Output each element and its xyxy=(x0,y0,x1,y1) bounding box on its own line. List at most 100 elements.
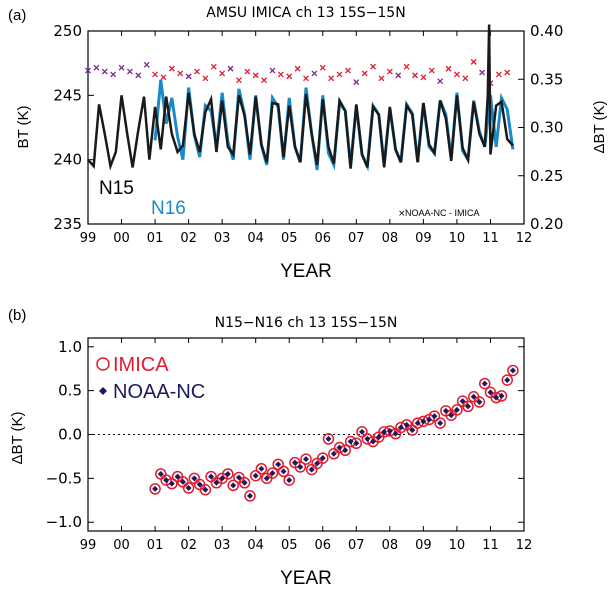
diff-point xyxy=(470,58,477,65)
chart-b-y-tick-label: 0.0 xyxy=(58,426,82,444)
chart-a-y2-tick-label: 0.20 xyxy=(530,215,563,233)
diff-point xyxy=(294,65,301,72)
noaa-point xyxy=(241,479,248,486)
noaa-point xyxy=(297,463,304,470)
noaa-point xyxy=(336,444,343,451)
legend-noaa-label: NOAA-NC xyxy=(113,381,205,403)
noaa-point xyxy=(392,430,399,437)
chart-a-y2-tick-label: 0.40 xyxy=(530,22,563,40)
chart-b-x-tick-label: 11 xyxy=(482,538,499,553)
chart-a-x-tick-label: 04 xyxy=(247,231,264,246)
chart-a-x-tick-label: 06 xyxy=(314,231,331,246)
diff-point xyxy=(277,71,284,78)
imica-point xyxy=(328,448,340,460)
chart-b-x-tick-label: 00 xyxy=(113,538,130,553)
noaa-point xyxy=(152,485,159,492)
diff-point xyxy=(177,70,184,77)
chart-a-x-tick-label: 08 xyxy=(382,231,399,246)
imica-point xyxy=(294,461,307,473)
noaa-point xyxy=(252,472,259,479)
noaa-point xyxy=(168,480,175,487)
imica-point xyxy=(507,364,519,377)
chart-b-x-tick-label: 03 xyxy=(214,538,231,553)
noaa-point xyxy=(403,421,410,428)
panel-a-label: (a) xyxy=(8,7,26,24)
chart-b-x-tick-label: 05 xyxy=(281,538,298,553)
n15-label: N15 xyxy=(99,178,134,199)
noaa-point xyxy=(325,435,332,442)
panel-b-label: (b) xyxy=(8,307,26,324)
noaa-point xyxy=(246,492,253,499)
noaa-point xyxy=(504,377,511,384)
imica-point xyxy=(244,490,256,502)
imica-point xyxy=(249,469,262,482)
diff-point xyxy=(135,72,142,79)
imica-point xyxy=(177,476,189,488)
chart-a-y-tick-label: 250 xyxy=(53,22,82,40)
diff-point xyxy=(219,70,226,77)
noaa-point xyxy=(196,481,203,488)
imica-point xyxy=(277,465,290,478)
diff-point xyxy=(152,71,159,78)
chart-b-xlabel: YEAR xyxy=(280,568,332,589)
noaa-point xyxy=(308,466,315,473)
chart-a-y-tick-label: 245 xyxy=(53,86,82,104)
imica-point xyxy=(451,404,463,416)
imica-point xyxy=(266,467,279,479)
noaa-point xyxy=(319,455,326,462)
noaa-point xyxy=(219,475,226,482)
diff-point xyxy=(495,71,502,78)
chart-a-x-tick-label: 01 xyxy=(147,231,164,246)
noaa-point xyxy=(347,438,354,445)
noaa-point xyxy=(487,389,494,396)
noaa-point xyxy=(493,394,500,401)
chart-a-xlabel: YEAR xyxy=(280,261,332,282)
legend-noaa-marker xyxy=(99,387,107,395)
diff-point xyxy=(445,65,452,72)
noaa-point xyxy=(208,473,215,480)
chart-b-x-tick-label: 07 xyxy=(348,538,365,553)
n16-label: N16 xyxy=(151,198,186,219)
noaa-point xyxy=(213,479,220,486)
legend-diff-label: NOAA-NC - IMICA xyxy=(405,208,480,218)
noaa-point xyxy=(291,459,298,466)
noaa-point xyxy=(386,427,393,434)
noaa-point xyxy=(230,482,237,489)
chart-b-y-tick-label: 0.5 xyxy=(58,382,82,400)
diff-point xyxy=(168,65,175,72)
diff-point xyxy=(453,71,460,78)
noaa-point xyxy=(353,440,360,447)
diff-point xyxy=(344,67,351,74)
chart-a-x-tick-label: 11 xyxy=(482,231,499,246)
noaa-point xyxy=(286,477,293,484)
chart-a-y2-tick-label: 0.35 xyxy=(530,70,563,88)
noaa-point xyxy=(224,470,231,477)
diff-point xyxy=(328,75,335,82)
imica-point xyxy=(479,377,491,390)
chart-a-x-tick-label: 05 xyxy=(281,231,298,246)
chart-b-x-tick-label: 99 xyxy=(80,538,97,553)
imica-point xyxy=(333,441,346,454)
noaa-point xyxy=(381,428,388,435)
chart-a-ylabel-right: ΔBT (K) xyxy=(591,100,608,153)
imica-point xyxy=(166,477,178,490)
imica-point xyxy=(501,374,513,386)
diff-point xyxy=(210,63,217,70)
noaa-point xyxy=(179,478,186,485)
chart-b-x-tick-label: 09 xyxy=(415,538,432,553)
noaa-point xyxy=(191,475,198,482)
noaa-point xyxy=(314,460,321,467)
noaa-point xyxy=(464,403,471,410)
chart-b-x-tick-label: 12 xyxy=(516,538,533,553)
diff-point xyxy=(303,75,309,82)
diff-point xyxy=(269,67,276,74)
noaa-point xyxy=(453,406,460,413)
diff-point xyxy=(336,71,343,78)
noaa-point xyxy=(448,412,455,419)
noaa-point xyxy=(330,450,337,457)
diff-point xyxy=(202,75,209,82)
noaa-point xyxy=(263,475,270,482)
diff-point xyxy=(85,67,91,74)
noaa-point xyxy=(459,398,466,405)
